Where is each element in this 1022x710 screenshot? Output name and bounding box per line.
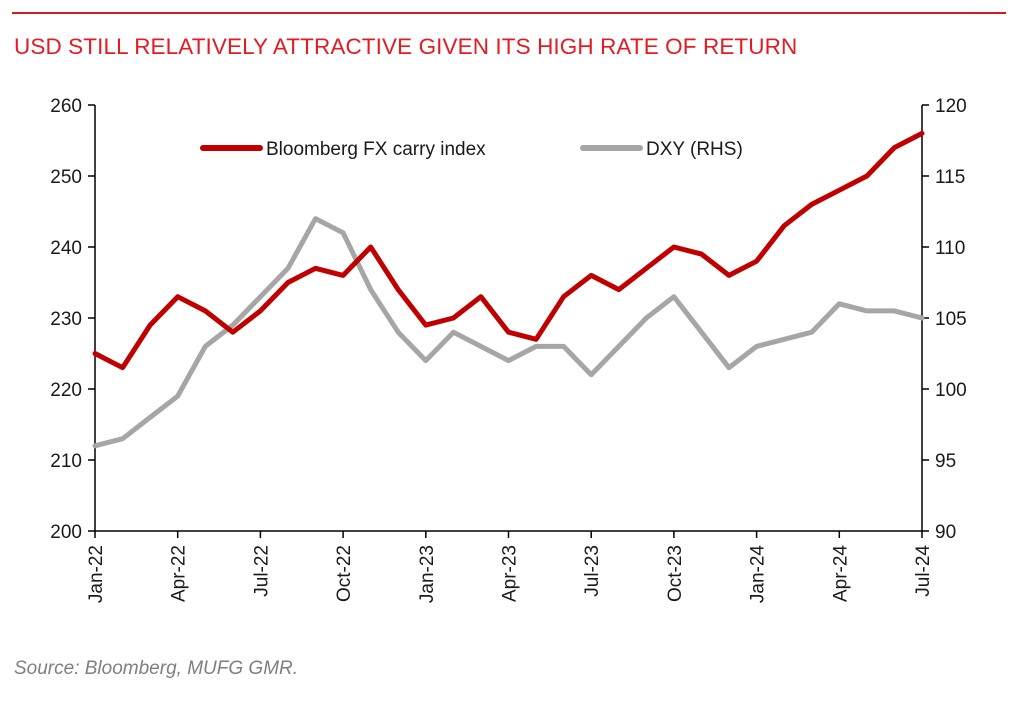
y-right-tick-label: 110 [935, 238, 965, 259]
y-right-tick-label: 90 [935, 522, 956, 543]
y-left-tick-label: 210 [50, 451, 82, 472]
legend-label: Bloomberg FX carry index [266, 139, 486, 160]
y-left-tick-label: 240 [50, 238, 82, 259]
line-chart: 200 210 220 230 240 250 260 90 95 100 105 110 115 120… [50, 96, 967, 604]
y-left-tick-label: 220 [50, 380, 82, 401]
y-left-tick-label: 260 [50, 96, 82, 117]
x-tick-label: Jan-22 [86, 545, 107, 603]
x-tick-label: Oct-23 [665, 545, 686, 602]
y-right-tick-label: 95 [935, 451, 956, 472]
legend-label: DXY (RHS) [646, 139, 743, 160]
carry-index-line [92, 130, 925, 371]
y-left-tick-label: 250 [50, 167, 82, 188]
x-tick-label: Apr-24 [830, 545, 851, 602]
x-tick-label: Jul-22 [251, 545, 272, 597]
x-tick-label: Apr-22 [169, 545, 190, 602]
x-tick-label: Jan-24 [748, 545, 769, 604]
y-left-tick-label: 200 [50, 522, 82, 543]
y-right-tick-label: 100 [935, 380, 967, 401]
x-tick-label: Jan-23 [417, 545, 438, 603]
y-right-tick-label: 115 [935, 167, 965, 188]
chart-title: USD STILL RELATIVELY ATTRACTIVE GIVEN IT… [14, 34, 798, 59]
y-right-tick-label: 120 [935, 96, 967, 117]
source-note: Source: Bloomberg, MUFG GMR. [14, 658, 299, 679]
x-tick-label: Oct-22 [334, 545, 355, 602]
x-tick-label: Apr-23 [500, 545, 521, 602]
x-tick-label: Jul-24 [913, 545, 934, 597]
x-tick-label: Jul-23 [582, 545, 603, 597]
y-left-tick-label: 230 [50, 309, 82, 330]
top-rule [12, 12, 1006, 14]
y-right-tick-label: 105 [935, 309, 967, 330]
